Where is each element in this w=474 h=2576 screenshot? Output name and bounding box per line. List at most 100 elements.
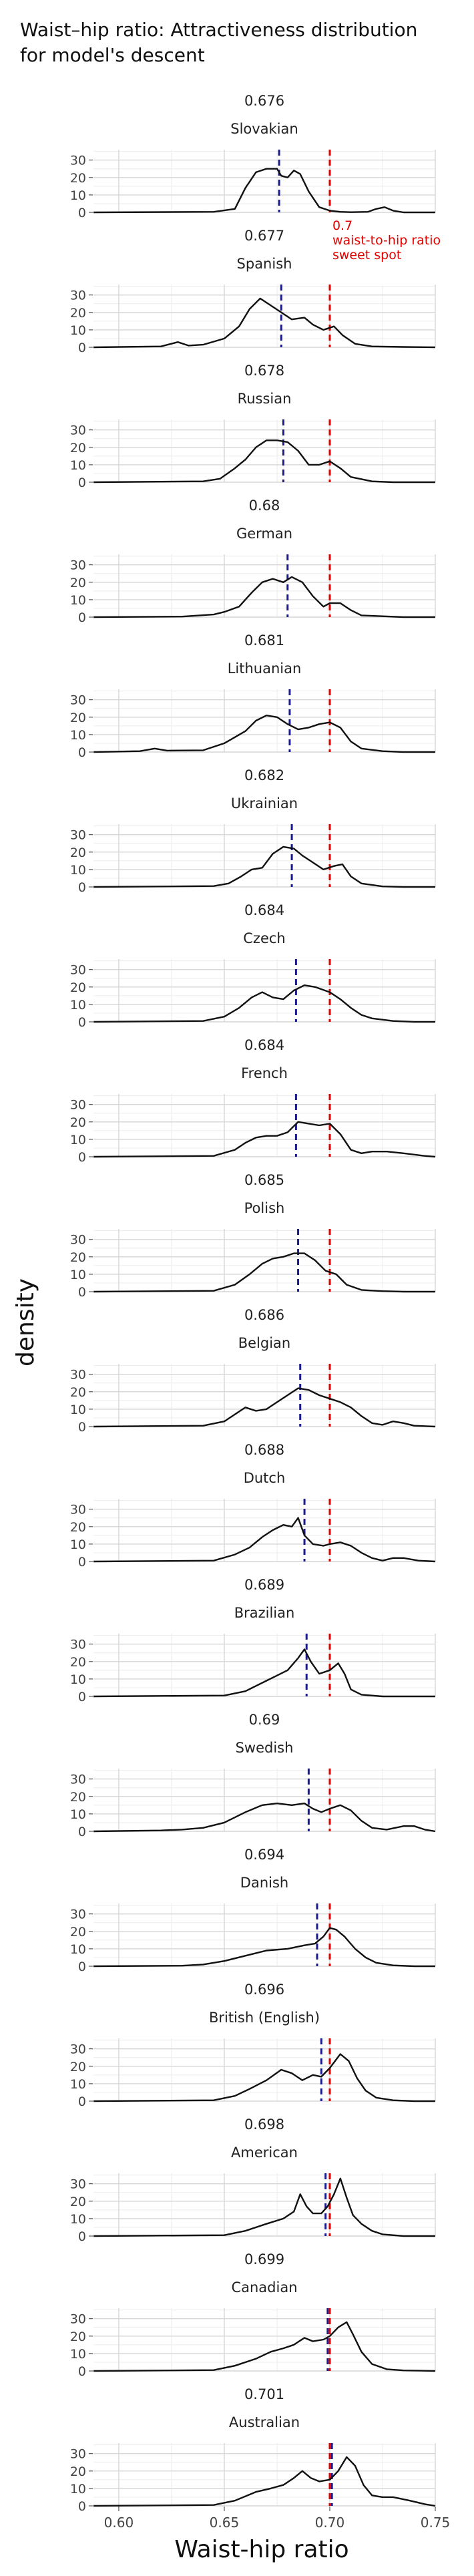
- panel-mean-label: 0.678: [244, 363, 284, 379]
- y-axis-title: density: [12, 1278, 39, 1366]
- facet-panel-spanish: 0.677 Spanish 0 10 20 30: [70, 228, 436, 355]
- panel-mean-label: 0.69: [249, 1712, 280, 1728]
- y-tick-label: 30: [70, 289, 86, 303]
- density-curve: [93, 1648, 435, 1698]
- density-curve: [93, 2053, 435, 2102]
- y-tick-label: 10: [70, 2347, 86, 2362]
- y-tick-label: 30: [70, 1503, 86, 1517]
- y-tick-label: 20: [70, 711, 86, 725]
- density-curve: [93, 2321, 436, 2372]
- facet-panel-swedish: 0.69 Swedish 0 10 20 30: [70, 1712, 436, 1839]
- density-curve: [93, 1387, 436, 1428]
- facet-panel-british-english: 0.696 British (English) 0 10 20 30: [70, 1982, 436, 2109]
- y-tick-label: 20: [70, 306, 86, 321]
- y-tick-label: 0: [78, 1420, 86, 1435]
- y-tick-label: 20: [70, 2195, 86, 2209]
- y-tick-label: 10: [70, 2212, 86, 2227]
- y-tick-label: 30: [70, 423, 86, 438]
- panel-country-label: British (English): [209, 2010, 320, 2026]
- y-tick-label: 20: [70, 1385, 86, 1400]
- facet-panel-australian: 0.701 Australian 0 10 20 30: [70, 2386, 436, 2514]
- chart-title-line-2: for model's descent: [20, 44, 205, 66]
- y-tick-label: 20: [70, 1520, 86, 1535]
- density-curve: [93, 1517, 436, 1563]
- y-tick-label: 0: [78, 2364, 86, 2379]
- facet-panel-dutch: 0.688 Dutch 0 10 20 30: [70, 1442, 436, 1570]
- y-tick-label: 20: [70, 1655, 86, 1670]
- y-tick-label: 10: [70, 1403, 86, 1417]
- panel-mean-label: 0.698: [244, 2117, 284, 2133]
- y-tick-label: 10: [70, 1672, 86, 1687]
- y-tick-label: 20: [70, 576, 86, 590]
- panel-mean-label: 0.699: [244, 2251, 284, 2267]
- chart-title-line-1: Waist–hip ratio: Attractiveness distribu…: [20, 19, 417, 41]
- sweet-spot-annotation: waist-to-hip ratio: [332, 233, 441, 248]
- panel-mean-label: 0.677: [244, 228, 284, 244]
- y-tick-label: 30: [70, 1907, 86, 1922]
- y-tick-label: 10: [70, 593, 86, 608]
- panel-country-label: Belgian: [238, 1335, 291, 1351]
- facet-panel-french: 0.684 French 0 10 20 30: [70, 1037, 436, 1165]
- y-tick-label: 30: [70, 693, 86, 708]
- density-curve: [93, 984, 435, 1023]
- x-tick-label: 0.65: [210, 2515, 240, 2531]
- panel-mean-label: 0.684: [244, 1037, 284, 1053]
- x-tick-label: 0.60: [104, 2515, 134, 2531]
- y-tick-label: 0: [78, 2499, 86, 2514]
- y-tick-label: 30: [70, 2177, 86, 2192]
- y-tick-label: 0: [78, 745, 86, 760]
- panel-mean-label: 0.701: [244, 2386, 284, 2402]
- density-curve: [93, 715, 435, 753]
- y-tick-label: 30: [70, 963, 86, 978]
- density-curve: [93, 1121, 436, 1158]
- y-tick-label: 30: [70, 1773, 86, 1787]
- y-tick-label: 30: [70, 558, 86, 573]
- y-tick-label: 30: [70, 2042, 86, 2057]
- panel-country-label: German: [236, 526, 292, 542]
- y-tick-label: 0: [78, 880, 86, 895]
- facet-panel-russian: 0.678 Russian 0 10 20 30: [70, 363, 436, 490]
- y-tick-label: 10: [70, 458, 86, 473]
- facet-panel-american: 0.698 American 0 10 20 30: [70, 2117, 436, 2244]
- panel-mean-label: 0.686: [244, 1307, 284, 1323]
- facet-panel-danish: 0.694 Danish 0 10 20 30: [70, 1847, 436, 1974]
- facet-panel-czech: 0.684 Czech 0 10 20 30: [70, 902, 436, 1030]
- facet-panel-belgian: 0.686 Belgian 0 10 20 30: [70, 1307, 436, 1435]
- panel-country-label: Danish: [240, 1875, 288, 1891]
- panel-mean-label: 0.684: [244, 902, 284, 918]
- y-tick-label: 30: [70, 2447, 86, 2462]
- y-tick-label: 20: [70, 846, 86, 860]
- facet-panel-polish: 0.685 Polish 0 10 20 30: [70, 1172, 436, 1300]
- facet-panel-brazilian: 0.689 Brazilian 0 10 20 30: [70, 1577, 436, 1704]
- panel-mean-label: 0.682: [244, 767, 284, 783]
- panel-country-label: French: [241, 1065, 288, 1081]
- panel-country-label: Swedish: [236, 1740, 294, 1756]
- x-axis-title: Waist-hip ratio: [174, 2536, 348, 2563]
- panel-country-label: Polish: [244, 1200, 285, 1216]
- panel-country-label: Dutch: [244, 1470, 286, 1486]
- facet-panel-ukrainian: 0.682 Ukrainian 0 10 20 30: [70, 767, 436, 895]
- panel-country-label: Slovakian: [230, 121, 298, 137]
- y-tick-label: 30: [70, 828, 86, 843]
- density-curve: [93, 2456, 436, 2507]
- y-tick-label: 0: [78, 1555, 86, 1570]
- density-curve: [93, 1803, 436, 1833]
- y-tick-label: 30: [70, 154, 86, 168]
- y-tick-label: 20: [70, 2060, 86, 2074]
- y-tick-label: 0: [78, 1690, 86, 1704]
- x-tick-label: 0.70: [315, 2515, 345, 2531]
- y-tick-label: 10: [70, 1942, 86, 1957]
- y-tick-label: 10: [70, 1807, 86, 1822]
- y-tick-label: 20: [70, 171, 86, 186]
- y-tick-label: 20: [70, 441, 86, 455]
- density-curve: [93, 439, 435, 484]
- y-tick-label: 0: [78, 1015, 86, 1030]
- panel-country-label: Russian: [238, 391, 292, 407]
- density-curve: [93, 297, 436, 349]
- panel-country-label: Spanish: [237, 256, 292, 272]
- y-tick-label: 30: [70, 2312, 86, 2327]
- density-curve: [93, 1252, 435, 1293]
- y-tick-label: 10: [70, 2482, 86, 2497]
- sweet-spot-annotation: 0.7: [332, 218, 352, 233]
